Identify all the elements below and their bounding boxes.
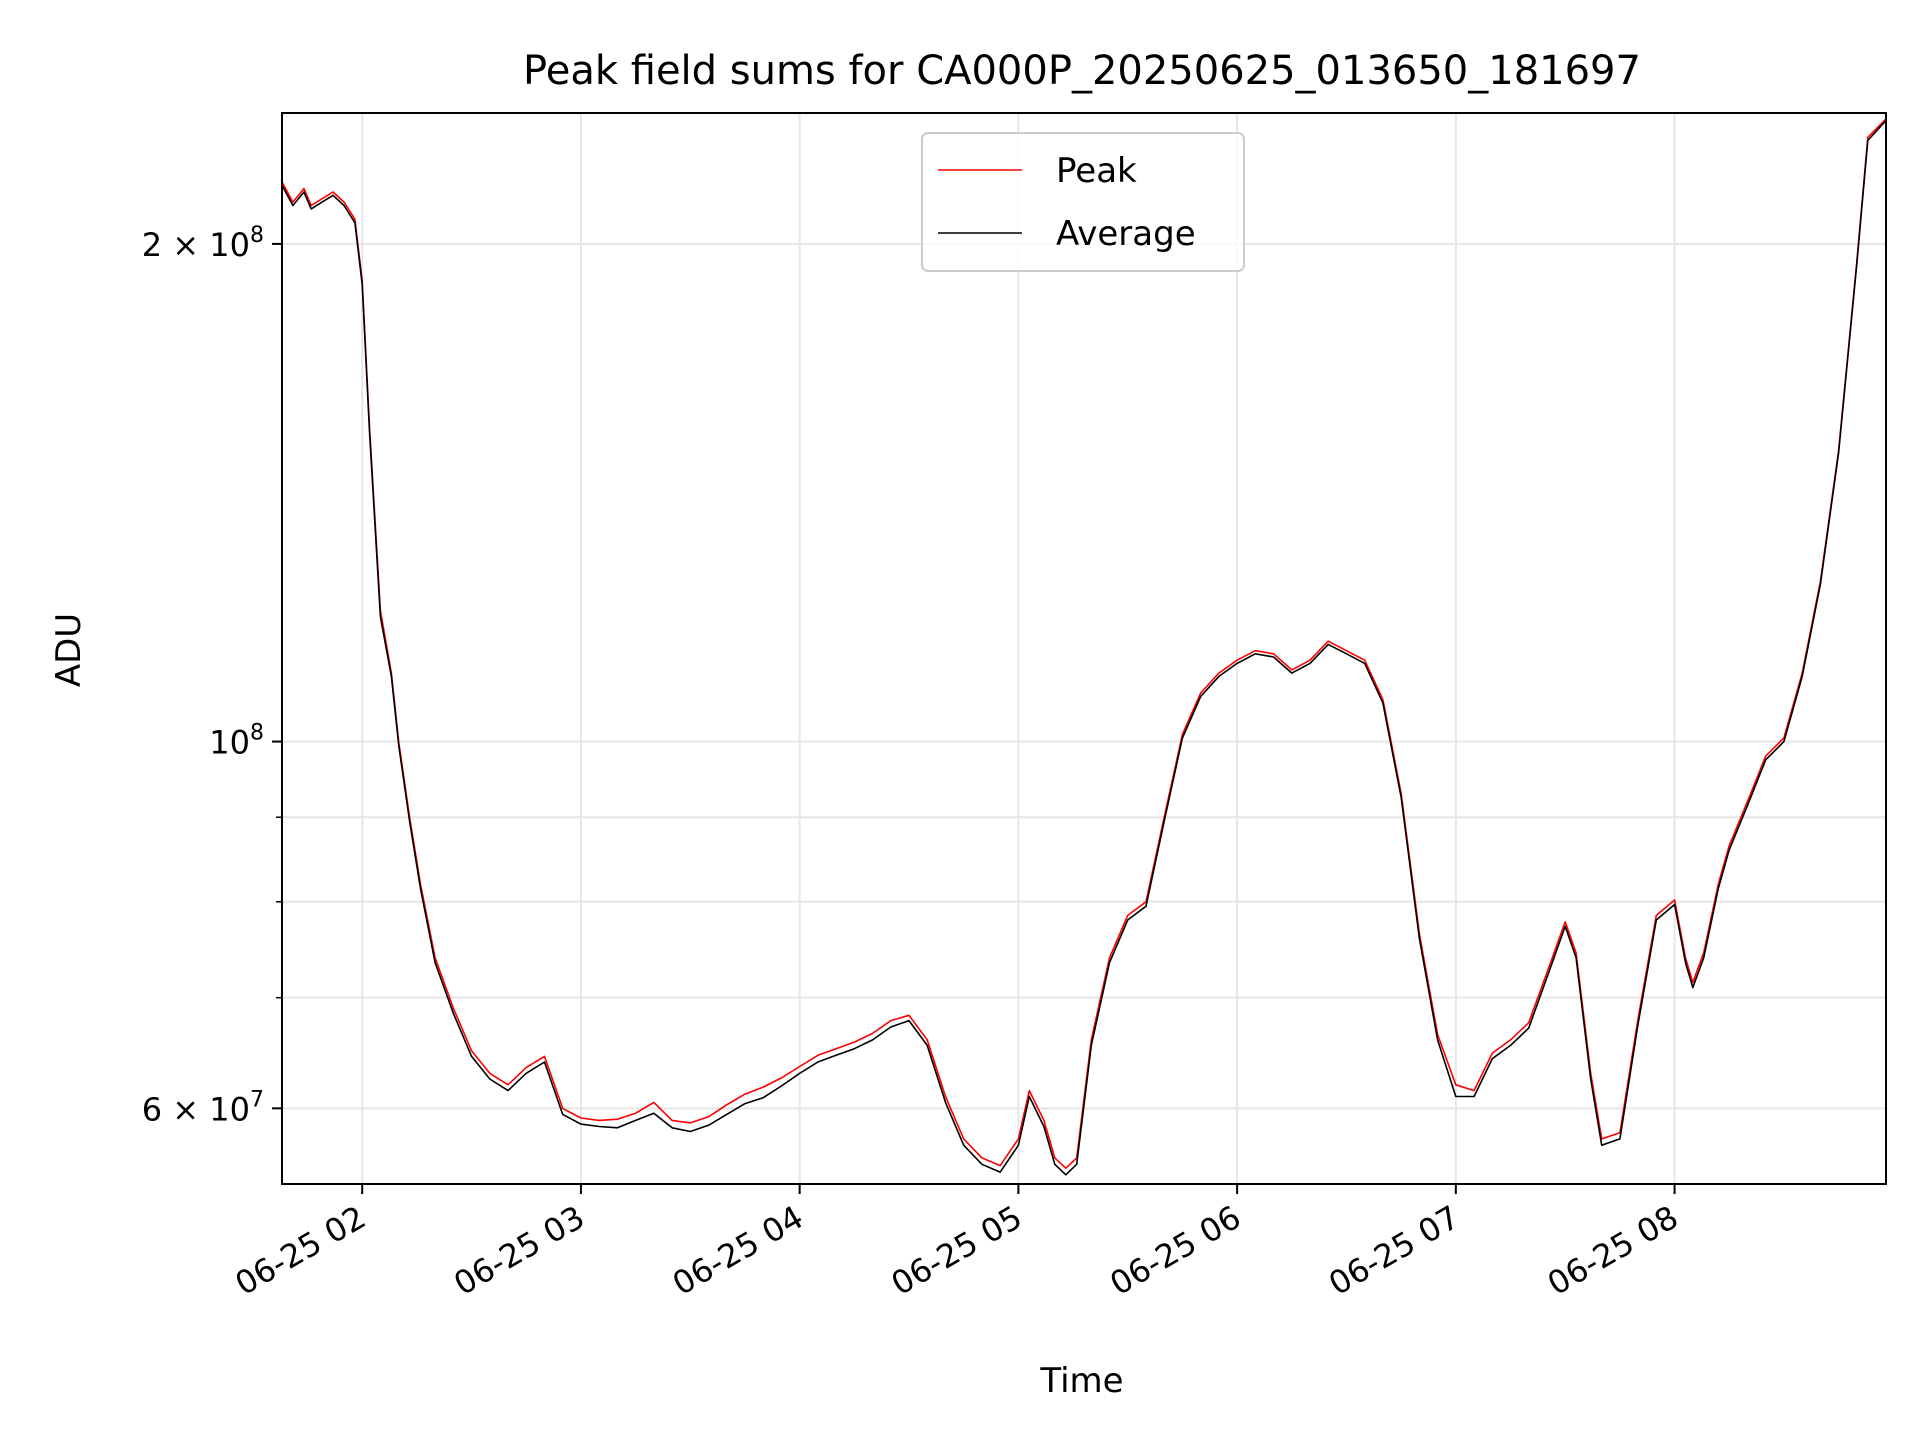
series-line-peak <box>281 118 1887 1169</box>
y-tick-exponent: 7 <box>250 1087 264 1112</box>
y-tick-label: 2 × 108 <box>142 223 264 264</box>
legend: Peak Average <box>921 132 1245 272</box>
series-lines <box>281 118 1887 1176</box>
y-tick-mantissa: 6 × <box>142 1090 210 1128</box>
y-tick-base: 10 <box>209 1090 250 1128</box>
y-tick-exponent: 8 <box>250 721 264 746</box>
y-tick-base: 10 <box>209 724 250 762</box>
plot-frame <box>281 112 1887 1185</box>
series-line-average <box>281 119 1887 1176</box>
y-tick-label: 6 × 107 <box>142 1087 264 1128</box>
x-axis-label: Time <box>1039 1361 1123 1401</box>
legend-label-average: Average <box>1056 214 1196 254</box>
y-tick-mantissa: 2 × <box>142 226 210 264</box>
y-axis-label: ADU <box>49 613 89 687</box>
y-tick-base: 10 <box>209 226 250 264</box>
legend-label-peak: Peak <box>1056 151 1137 191</box>
y-tick-exponent: 8 <box>250 223 264 248</box>
legend-box <box>921 132 1245 272</box>
chart-title: Peak field sums for CA000P_20250625_0136… <box>523 48 1641 94</box>
y-tick-label: 108 <box>209 721 264 762</box>
